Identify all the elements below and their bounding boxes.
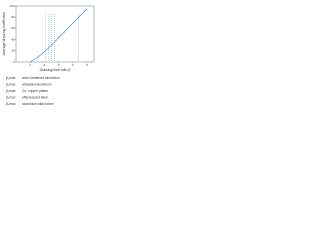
legend-label: effervescent steel (22, 95, 48, 99)
legend-label: Cu, copper plates (22, 89, 48, 93)
x-tick-label: 2 (44, 63, 46, 67)
y-tick-label: 20 (11, 49, 15, 53)
x-tick-label: 1 (29, 63, 31, 67)
y-tick-label: 80 (11, 15, 15, 19)
chart: Average drawing coefficient Drawing limi… (2, 4, 95, 106)
y-tick-label: 0 (13, 60, 15, 64)
x-axis-label: Drawing limit ratio β (40, 68, 71, 72)
x-tick-label: 3 (58, 63, 60, 67)
y-tick-label: 60 (11, 26, 15, 30)
legend-label: annealed aluminium (22, 82, 52, 86)
legend-symbol: β₀max (6, 95, 16, 99)
legend-symbol: β₀max (6, 82, 16, 86)
x-tick-label: 4 (72, 63, 74, 67)
legend-symbol: β₀max (6, 76, 16, 80)
legend-label: aluminium-killed steel (22, 102, 54, 106)
y-axis-label: Average drawing coefficient (2, 13, 6, 56)
y-tick-label: 100 (9, 4, 14, 8)
legend-label: work-hardened aluminium (22, 76, 60, 80)
plot-area (15, 5, 95, 63)
x-tick-label: 5 (86, 63, 88, 67)
y-tick-label: 40 (11, 37, 15, 41)
legend-symbol: β₀max (6, 102, 16, 106)
legend-symbol: β₀max (6, 89, 16, 93)
series-line (29, 8, 88, 63)
